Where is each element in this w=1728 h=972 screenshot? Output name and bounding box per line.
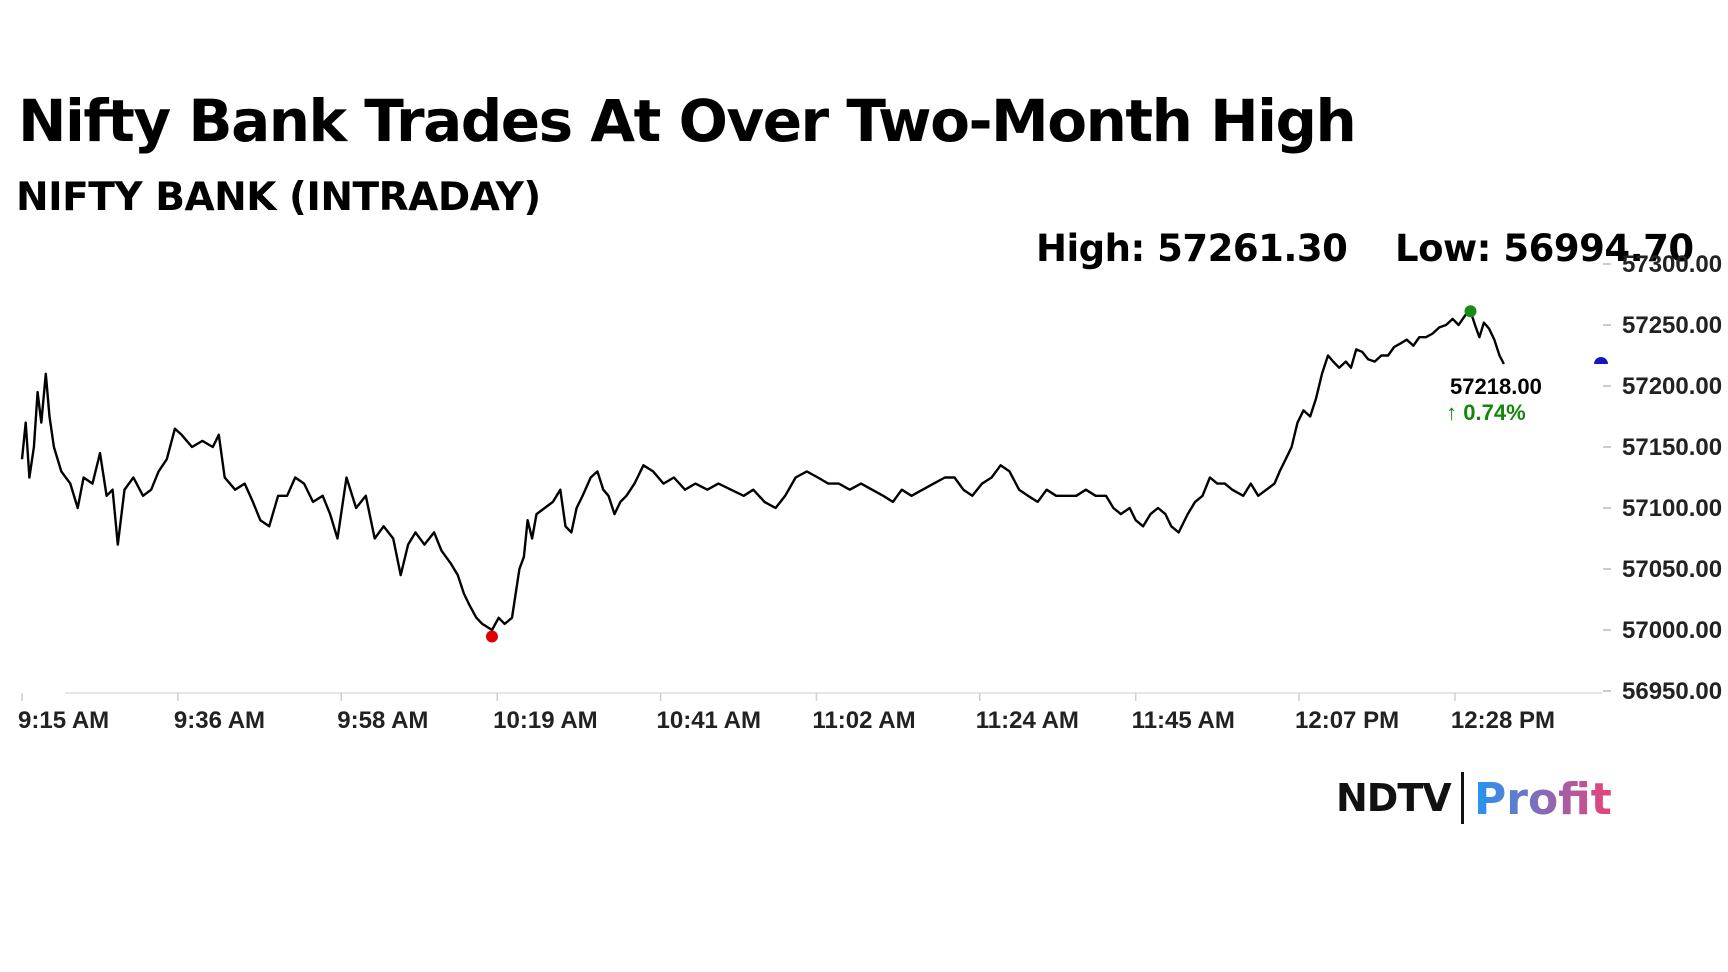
change-value: 0.74% — [1463, 400, 1525, 425]
y-tick-label: 56950.00 — [1622, 678, 1722, 705]
profit-text: Profit — [1474, 774, 1612, 825]
y-tick-label: 57050.00 — [1622, 556, 1722, 583]
x-axis-ticks: 9:15 AM 9:36 AM 9:58 AM 10:19 AM 10:41 AM 11:… — [18, 693, 1555, 734]
y-tick-label: 57200.00 — [1622, 373, 1722, 400]
x-tick-label: 12:28 PM — [1451, 707, 1555, 734]
y-axis-ticks: 57300.00 57250.00 57200.00 57150.00 57100.00… — [1603, 251, 1722, 705]
x-tick-label: 11:02 AM — [812, 707, 915, 734]
high-point-marker — [1464, 305, 1477, 318]
current-price-marker — [1594, 357, 1608, 365]
x-tick-label: 9:58 AM — [337, 707, 428, 734]
x-tick-label: 9:36 AM — [174, 707, 265, 734]
last-price-label: 57218.00 — [1450, 374, 1542, 399]
x-tick-label: 11:24 AM — [976, 707, 1079, 734]
change-label: ↑ 0.74% — [1446, 400, 1526, 425]
y-tick-label: 57300.00 — [1622, 251, 1722, 278]
x-tick-label: 12:07 PM — [1295, 707, 1399, 734]
chart-title: Nifty Bank Trades At Over Two-Month High — [18, 87, 1357, 155]
ndtv-profit-logo: NDTV Profit — [1336, 772, 1614, 825]
profit-wordmark: Profit — [1474, 774, 1612, 825]
y-tick-label: 57150.00 — [1622, 434, 1722, 461]
chart-subtitle: NIFTY BANK (INTRADAY) — [16, 175, 541, 220]
x-tick-label: 10:41 AM — [657, 707, 761, 734]
ndtv-wordmark: NDTV — [1336, 776, 1452, 820]
y-tick-label: 57250.00 — [1622, 312, 1722, 339]
low-point-marker — [485, 630, 498, 643]
up-arrow-icon: ↑ — [1446, 400, 1463, 425]
high-label: High: 57261.30 — [1036, 227, 1348, 270]
low-label: Low: 56994.70 — [1395, 227, 1694, 270]
x-tick-label: 10:19 AM — [493, 707, 597, 734]
price-line — [20, 310, 1505, 632]
y-tick-label: 57000.00 — [1622, 617, 1722, 644]
x-tick-label: 11:45 AM — [1132, 707, 1235, 734]
x-tick-label: 9:15 AM — [18, 707, 109, 734]
y-tick-label: 57100.00 — [1622, 495, 1722, 522]
logo-divider — [1460, 772, 1464, 824]
